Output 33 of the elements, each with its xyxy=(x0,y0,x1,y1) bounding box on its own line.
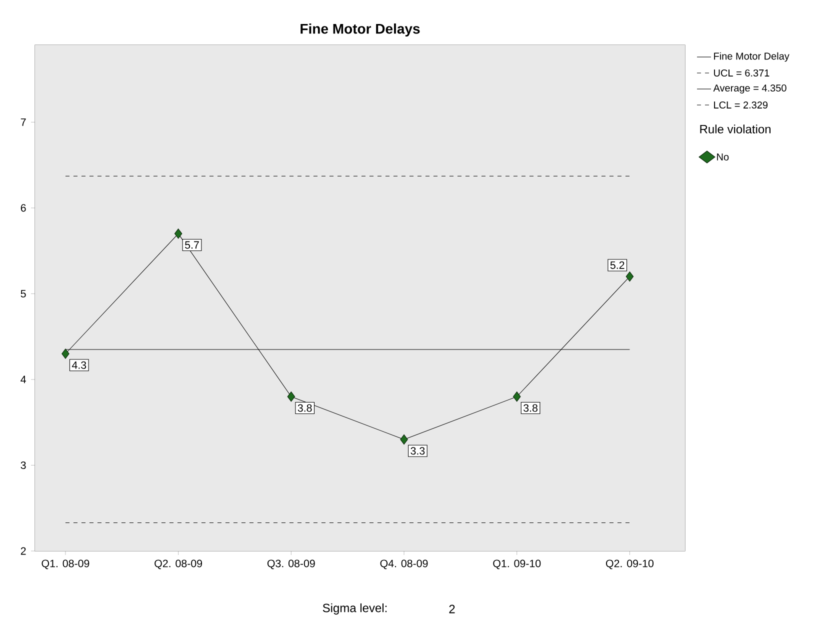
data-label: 5.7 xyxy=(185,241,199,249)
y-tick-label: 7 xyxy=(20,118,26,126)
text: Sigma level: xyxy=(322,603,387,615)
x-tick-label: Q2. 09-10 xyxy=(606,560,654,570)
y-tick-label: 6 xyxy=(20,204,26,212)
text: 2 xyxy=(449,604,455,614)
data-label: 3.8 xyxy=(298,404,312,412)
legend-label: Average = 4.350 xyxy=(713,84,786,94)
x-tick-label: Q4. 08-09 xyxy=(380,560,428,570)
data-label: 3.8 xyxy=(524,404,538,412)
point xyxy=(400,434,408,445)
point xyxy=(287,392,296,402)
legend-label: LCL = 2.329 xyxy=(714,101,768,109)
legend-label: Fine Motor Delay xyxy=(714,52,790,62)
point xyxy=(626,271,634,282)
data-label: 4.3 xyxy=(72,361,86,369)
data-label: 5.2 xyxy=(610,261,624,269)
data-label: 3.3 xyxy=(410,447,425,455)
y-tick-label: 2 xyxy=(20,547,26,555)
x-tick-label: Q1. 08-09 xyxy=(42,560,90,570)
x-tick-label: Q2. 08-09 xyxy=(154,560,202,570)
y-tick-label: 3 xyxy=(20,461,26,470)
legend-label: UCL = 6.371 xyxy=(714,69,770,77)
legend-label: No xyxy=(717,154,729,160)
y-tick-label: 5 xyxy=(20,290,26,298)
point xyxy=(174,228,182,239)
x-tick-label: Q3. 08-09 xyxy=(267,560,315,570)
y-tick-label: 4 xyxy=(20,376,26,384)
chart-title: Fine Motor Delays xyxy=(300,23,420,37)
x-tick-label: Q1. 09-10 xyxy=(493,560,541,570)
point xyxy=(62,348,70,359)
point xyxy=(512,392,521,402)
legend-title: Rule violation xyxy=(700,124,771,134)
